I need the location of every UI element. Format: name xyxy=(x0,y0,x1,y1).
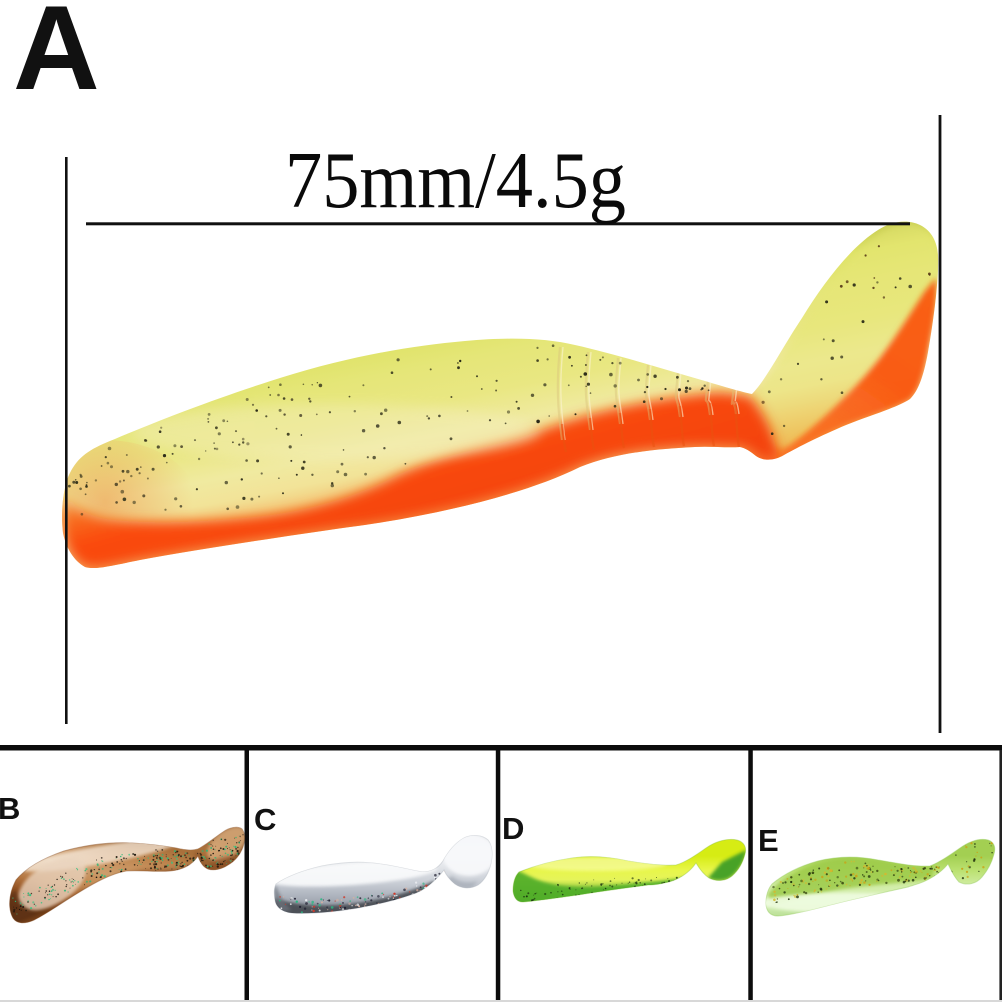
svg-text:B: B xyxy=(0,791,20,826)
svg-text:E: E xyxy=(758,823,779,858)
svg-text:75mm/4.5g: 75mm/4.5g xyxy=(285,137,626,225)
svg-text:D: D xyxy=(502,811,524,846)
svg-text:A: A xyxy=(13,0,100,115)
svg-text:C: C xyxy=(254,802,276,837)
